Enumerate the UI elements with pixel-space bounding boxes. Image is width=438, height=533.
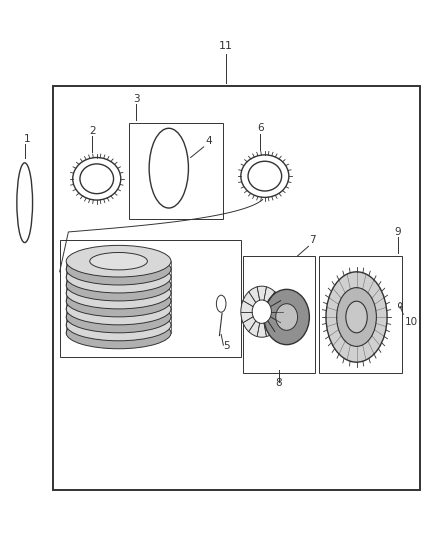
Ellipse shape [66,285,171,317]
Ellipse shape [241,286,283,337]
Ellipse shape [264,289,309,345]
Text: 11: 11 [219,41,233,51]
Bar [130,123,223,219]
Text: 5: 5 [223,341,230,351]
Text: 2: 2 [89,126,95,135]
Text: 8: 8 [276,378,283,388]
Bar [53,86,420,490]
Ellipse shape [66,269,171,301]
Text: 6: 6 [257,123,264,133]
Text: 9: 9 [395,227,401,237]
Text: 7: 7 [310,235,316,245]
Text: 1: 1 [24,134,30,143]
Ellipse shape [66,253,171,285]
Ellipse shape [66,301,171,333]
Text: 10: 10 [405,317,418,327]
Bar [243,256,315,373]
Ellipse shape [66,293,171,325]
Bar [319,256,403,373]
Ellipse shape [66,317,171,349]
Bar [60,240,241,357]
Ellipse shape [252,300,272,324]
Ellipse shape [276,304,297,330]
Ellipse shape [66,261,171,293]
Ellipse shape [66,309,171,341]
Ellipse shape [66,277,171,309]
Ellipse shape [346,301,367,333]
Text: 3: 3 [133,94,139,104]
Ellipse shape [326,272,387,362]
Text: 4: 4 [206,136,212,146]
Ellipse shape [66,245,171,277]
Ellipse shape [90,253,148,270]
Ellipse shape [337,288,376,346]
